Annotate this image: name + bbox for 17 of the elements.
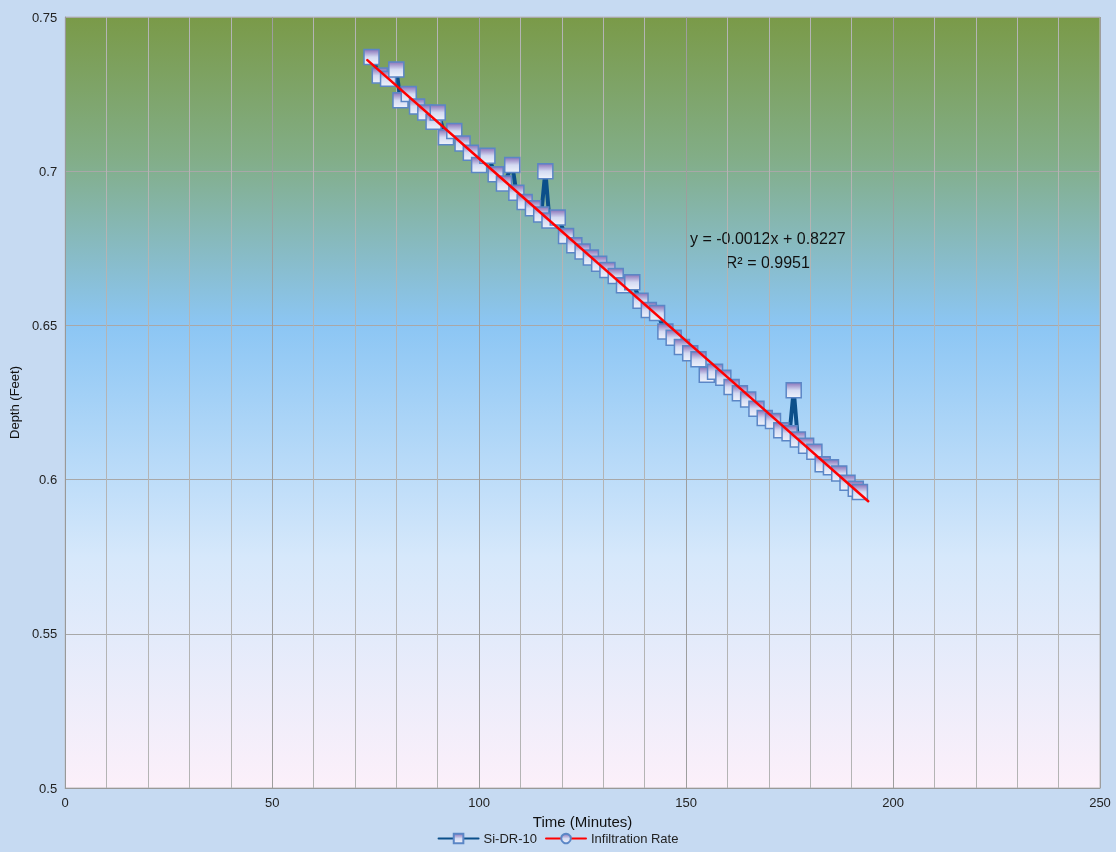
legend-label: Si-DR-10 xyxy=(483,831,538,846)
x-tick-label: 150 xyxy=(675,795,697,810)
y-tick-label: 0.7 xyxy=(39,163,58,179)
x-axis-title: Time (Minutes) xyxy=(532,812,633,830)
legend-label: Infiltration Rate xyxy=(591,831,679,846)
y-tick-label: 0.55 xyxy=(31,626,58,642)
x-tick-label: 250 xyxy=(1089,795,1111,810)
y-tick-label: 0.75 xyxy=(31,9,58,25)
y-tick-label: 0.5 xyxy=(39,780,58,796)
annotation: y = -0.0012x + 0.8227 xyxy=(690,229,846,247)
x-tick-label: 50 xyxy=(264,795,280,810)
x-tick-label: 0 xyxy=(61,795,69,810)
y-tick-label: 0.6 xyxy=(39,472,58,488)
y-axis-title: Depth (Feet) xyxy=(7,366,22,439)
x-tick-label: 200 xyxy=(882,795,904,810)
y-tick-label: 0.65 xyxy=(31,317,58,333)
x-tick-label: 100 xyxy=(468,795,490,810)
